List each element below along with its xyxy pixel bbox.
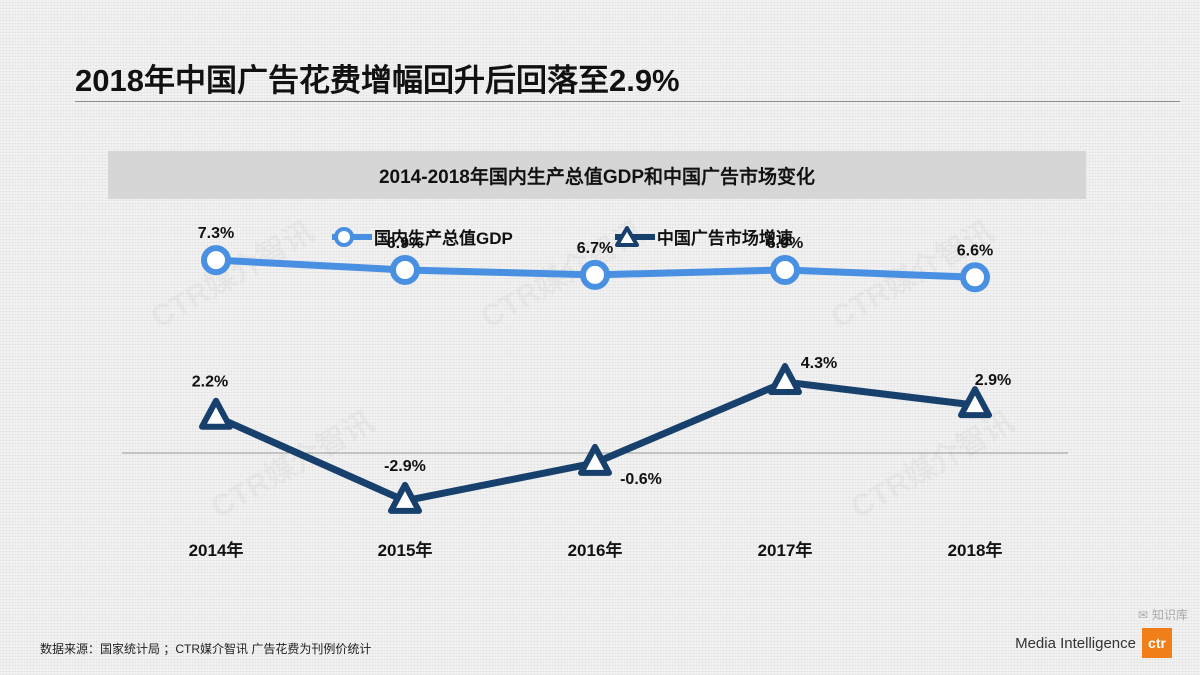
- logo-mark: ctr: [1142, 628, 1172, 658]
- ad-point-2017年: [768, 363, 802, 396]
- ctr-logo: Media Intelligence ctr: [1015, 628, 1172, 658]
- legend-item-gdp: 国内生产总值GDP: [330, 224, 513, 249]
- legend-item-ad: 中国广告市场增速: [613, 224, 793, 249]
- title-divider: [75, 101, 1180, 102]
- ad-label-2018年: 2.9%: [975, 372, 1011, 389]
- legend-label-gdp: 国内生产总值GDP: [374, 229, 513, 248]
- gdp-point-2016年: [580, 259, 610, 290]
- chart-legend: 国内生产总值GDP 中国广告市场增速: [330, 224, 805, 249]
- chat-icon: ✉: [1137, 607, 1148, 622]
- x-tick-label-2015年: 2015年: [378, 540, 433, 560]
- ad-label-2015年: -2.9%: [384, 458, 426, 475]
- x-tick-label-2016年: 2016年: [568, 540, 623, 560]
- x-tick-label-2017年: 2017年: [758, 540, 813, 560]
- gdp-label-2015年: 6.9%: [387, 235, 423, 252]
- gdp-label-2014年: 7.3%: [198, 225, 234, 242]
- chart-title-bar: 2014-2018年国内生产总值GDP和中国广告市场变化: [108, 151, 1086, 199]
- ad-point-2016年: [578, 443, 612, 476]
- x-tick-label-2018年: 2018年: [948, 540, 1003, 560]
- x-tick-label-2014年: 2014年: [189, 540, 244, 560]
- legend-circle-icon: [332, 226, 372, 247]
- gdp-point-2018年: [960, 262, 990, 293]
- data-source-note: 数据来源：国家统计局 ；CTR媒介智讯 广告花费为刊例价统计: [40, 642, 372, 656]
- gdp-point-2017年: [770, 254, 800, 285]
- gdp-point-2015年: [390, 254, 420, 285]
- gdp-label-2018年: 6.6%: [957, 242, 993, 259]
- legend-triangle-icon: [614, 225, 655, 247]
- series-line-ad: [214, 378, 976, 505]
- page-title: 2018年中国广告花费增幅回升后回落至2.9%: [75, 63, 680, 98]
- social-watermark: ✉ 知识库: [1138, 606, 1188, 623]
- logo-text: Media Intelligence: [1015, 634, 1136, 652]
- chart-title: 2014-2018年国内生产总值GDP和中国广告市场变化: [378, 166, 816, 188]
- gdp-label-2016年: 6.7%: [577, 240, 613, 257]
- ad-point-2015年: [388, 481, 422, 514]
- ad-label-2014年: 2.2%: [192, 374, 228, 391]
- gdp-label-2017年: 6.9%: [767, 235, 803, 252]
- ad-point-2018年: [958, 386, 992, 419]
- social-watermark-text: 知识库: [1151, 608, 1188, 622]
- ad-label-2016年: -0.6%: [620, 471, 662, 488]
- legend-label-ad: 中国广告市场增速: [656, 229, 793, 248]
- ad-point-2014年: [199, 397, 233, 430]
- ad-label-2017年: 4.3%: [801, 355, 837, 372]
- gdp-point-2014年: [201, 245, 231, 276]
